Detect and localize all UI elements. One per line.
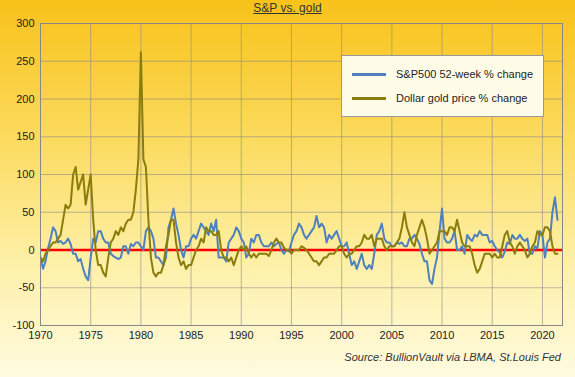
svg-text:1975: 1975	[78, 329, 102, 341]
svg-text:1985: 1985	[179, 329, 203, 341]
svg-text:300: 300	[16, 17, 34, 29]
svg-text:2005: 2005	[380, 329, 404, 341]
svg-text:1990: 1990	[229, 329, 253, 341]
svg-text:2020: 2020	[530, 329, 554, 341]
html-text:Dollar gold price % change: Dollar gold price % change	[396, 92, 528, 104]
svg-text:100: 100	[16, 168, 34, 180]
svg-text:50: 50	[22, 206, 34, 218]
svg-text:2010: 2010	[430, 329, 454, 341]
html-text:S&P vs. gold: S&P vs. gold	[253, 1, 322, 15]
svg-text:1980: 1980	[129, 329, 153, 341]
svg-text:2000: 2000	[329, 329, 353, 341]
svg-text:-50: -50	[19, 281, 35, 293]
svg-text:1970: 1970	[28, 329, 52, 341]
svg-text:150: 150	[16, 130, 34, 142]
svg-text:250: 250	[16, 55, 34, 67]
html-text:Source: BullionVault via LBMA,: Source: BullionVault via LBMA, St.Louis …	[344, 351, 561, 363]
svg-text:1995: 1995	[279, 329, 303, 341]
svg-text:0: 0	[28, 244, 34, 256]
svg-text:2015: 2015	[480, 329, 504, 341]
svg-text:-100: -100	[12, 319, 35, 331]
html-text:S&P500 52-week % change: S&P500 52-week % change	[396, 68, 533, 80]
svg-text:200: 200	[16, 93, 34, 105]
